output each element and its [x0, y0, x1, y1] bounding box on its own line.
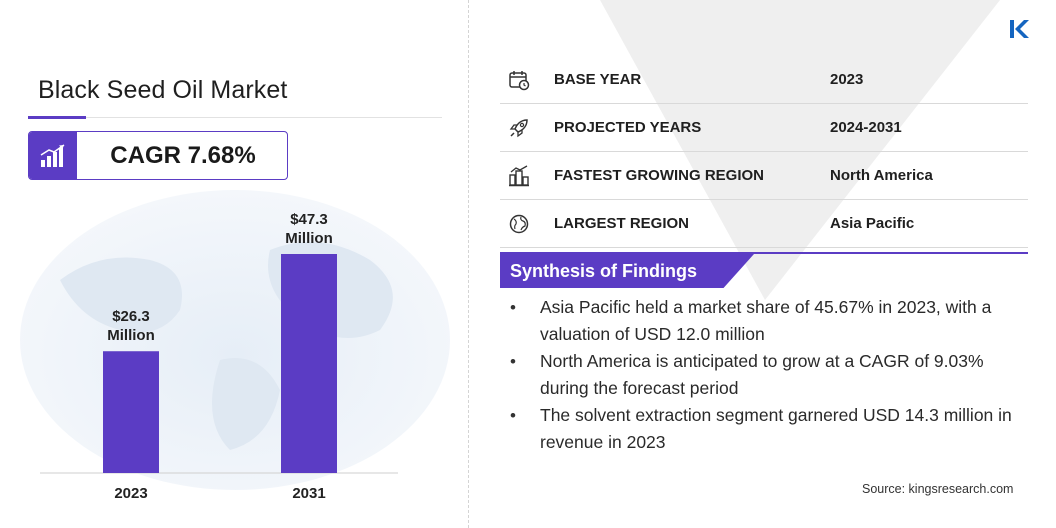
synthesis-title: Synthesis of Findings [510, 261, 698, 281]
title-accent [28, 116, 86, 119]
x-tick-label: 2023 [114, 485, 147, 502]
synthesis-header: Synthesis of Findings [500, 252, 1028, 288]
info-row-base-year: BASE YEAR 2023 [500, 56, 1028, 104]
market-title: Black Seed Oil Market [38, 76, 288, 104]
globe-icon [509, 214, 529, 234]
synthesis-banner [500, 254, 754, 288]
source-credit: Source: kingsresearch.com [862, 482, 1014, 496]
info-row-largest-region: LARGEST REGION Asia Pacific [500, 200, 1028, 248]
info-label: BASE YEAR [554, 71, 642, 88]
bar-unit-label: Million [107, 327, 155, 344]
cagr-value: CAGR 7.68% [110, 141, 256, 169]
market-size-bar-chart: $26.3 Million 2023 $47.3 Million 2031 [40, 211, 398, 502]
finding-item: North America is anticipated to grow at … [508, 348, 1028, 402]
info-value: 2023 [830, 71, 864, 88]
calendar-icon [509, 71, 530, 91]
info-value: Asia Pacific [830, 215, 915, 232]
info-label: PROJECTED YEARS [554, 119, 702, 136]
bar [103, 351, 159, 473]
info-label: LARGEST REGION [554, 215, 690, 232]
info-value: 2024-2031 [830, 119, 902, 136]
city-growth-icon [509, 165, 529, 187]
growth-chart-icon [29, 132, 77, 179]
rocket-icon [509, 119, 528, 138]
findings-list: Asia Pacific held a market share of 45.6… [508, 294, 1028, 456]
title-rule [28, 117, 442, 118]
x-tick-label: 2031 [292, 485, 325, 502]
bar-unit-label: Million [285, 230, 333, 247]
finding-item: The solvent extraction segment garnered … [508, 402, 1028, 456]
info-row-projected-years: PROJECTED YEARS 2024-2031 [500, 104, 1028, 152]
section-divider [468, 0, 469, 528]
background-triangle [600, 0, 1000, 300]
info-table: BASE YEAR 2023 PROJECTED YEARS 2024-2031… [500, 56, 1028, 248]
finding-item: Asia Pacific held a market share of 45.6… [508, 294, 1028, 348]
info-label: FASTEST GROWING REGION [554, 167, 765, 184]
cagr-box: CAGR 7.68% [28, 131, 288, 180]
info-row-fastest-growing-region: FASTEST GROWING REGION North America [500, 152, 1028, 200]
bar-value-label: $26.3 [112, 308, 150, 325]
kings-research-logo-icon [1010, 20, 1029, 38]
bar [281, 254, 337, 473]
bar-value-label: $47.3 [290, 211, 328, 228]
info-value: North America [830, 167, 933, 184]
